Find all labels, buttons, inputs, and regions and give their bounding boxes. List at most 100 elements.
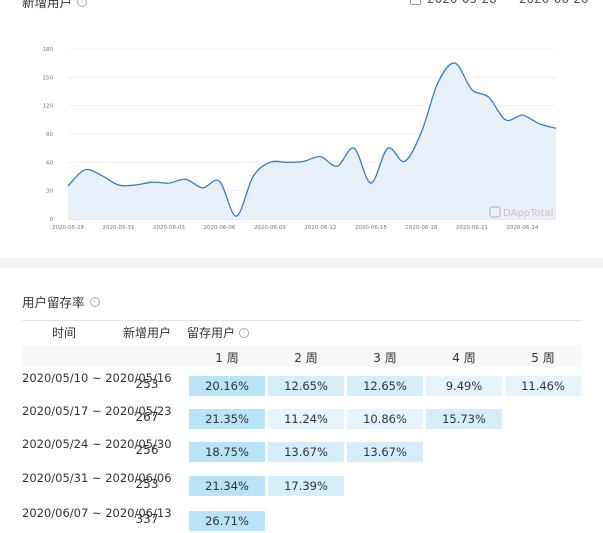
data-point[interactable]: [350, 144, 358, 152]
data-point[interactable]: [367, 179, 375, 187]
y-tick-label: 90: [46, 132, 53, 138]
date-range-picker[interactable]: 2020-05-28 ~ 2020-06-26: [410, 0, 589, 6]
new-users-card: 新增用户 i 2020-05-28 ~ 2020-06-26 0 30 60 90 12…: [0, 0, 603, 258]
new-users-title-text: 新增用户: [22, 0, 73, 10]
data-point[interactable]: [182, 175, 190, 183]
date-separator: ~: [503, 0, 513, 6]
data-point[interactable]: [518, 111, 526, 119]
data-point[interactable]: [199, 184, 207, 192]
svg-text:DAppTotal: DAppTotal: [503, 208, 553, 219]
row-new-users: 337: [135, 512, 159, 526]
row-date-range: 2020/06/07 ~ 2020/06/13: [22, 506, 172, 520]
y-tick-label: 0: [50, 217, 54, 223]
header-new-users: 新增用户: [123, 326, 172, 340]
data-point[interactable]: [215, 177, 223, 185]
retention-rate-cell: 20.16%: [189, 376, 265, 396]
retention-rate-cell: 12.65%: [268, 376, 344, 396]
new-users-title: 新增用户 i: [22, 0, 88, 11]
x-tick-label: 2020-06-03: [153, 225, 185, 231]
table-header: 时间 新增用户 留存用户 i: [22, 320, 582, 343]
data-point[interactable]: [283, 158, 291, 166]
y-tick-label: 150: [43, 75, 54, 81]
data-point[interactable]: [81, 166, 89, 174]
retention-rate-cell: 15.73%: [426, 409, 502, 429]
data-point[interactable]: [401, 157, 409, 165]
x-tick-label: 2020-06-21: [456, 225, 488, 231]
data-point[interactable]: [417, 128, 425, 136]
retention-rate-cell: 11.24%: [268, 409, 344, 429]
data-point[interactable]: [249, 173, 257, 181]
retention-rate-cell: 21.35%: [189, 409, 265, 429]
data-point[interactable]: [114, 181, 122, 189]
retention-rate-cell: 21.34%: [189, 476, 265, 496]
retention-rate-cell: 13.67%: [268, 442, 344, 462]
watermark-logo: DAppTotal: [489, 206, 553, 219]
retention-title-text: 用户留存率: [22, 295, 85, 310]
data-point[interactable]: [552, 124, 560, 132]
row-date-range: 2020/05/24 ~ 2020/05/30: [22, 437, 172, 451]
row-new-users: 253: [135, 477, 159, 491]
new-users-chart: 0 30 60 90 120 150 180 2020-05-28 2020-05-31 2020…: [43, 47, 560, 231]
retention-rate-cell: 12.65%: [347, 376, 423, 396]
week-header: 1 周: [215, 351, 239, 365]
info-icon[interactable]: i: [77, 0, 88, 7]
header-retained: 留存用户 i: [187, 324, 250, 341]
x-tick-label: 2020-05-31: [102, 225, 134, 231]
data-point[interactable]: [316, 153, 324, 161]
row-new-users: 267: [135, 410, 159, 424]
data-point[interactable]: [434, 78, 442, 86]
week-header: 5 周: [531, 351, 555, 365]
data-point[interactable]: [384, 144, 392, 152]
week-header: 4 周: [452, 351, 476, 365]
weeks-header-row: 1 周 2 周 3 周 4 周 5 周: [22, 345, 582, 367]
y-tick-label: 60: [46, 160, 53, 166]
retention-rate-cell: 17.39%: [268, 476, 344, 496]
x-tick-label: 2020-06-24: [506, 225, 538, 231]
data-point[interactable]: [232, 212, 240, 220]
calendar-icon: [410, 0, 421, 5]
data-point[interactable]: [131, 181, 139, 189]
series-area: [68, 63, 556, 219]
data-point[interactable]: [98, 172, 106, 180]
retention-rate-cell: 26.71%: [189, 511, 265, 531]
y-tick-label: 120: [43, 104, 54, 110]
x-tick-label: 2020-06-06: [203, 225, 235, 231]
row-date-range: 2020/05/31 ~ 2020/06/06: [22, 471, 172, 485]
retention-title: 用户留存率 i: [22, 292, 100, 311]
header-retained-text: 留存用户: [187, 326, 236, 340]
date-start: 2020-05-28: [427, 0, 497, 6]
retention-rate-cell: 10.86%: [347, 409, 423, 429]
info-icon[interactable]: i: [239, 327, 250, 338]
header-time: 时间: [52, 326, 77, 340]
week-header: 3 周: [373, 351, 397, 365]
x-tick-label: 2020-06-12: [304, 225, 336, 231]
data-point[interactable]: [468, 86, 476, 94]
row-date-range: 2020/05/17 ~ 2020/05/23: [22, 404, 172, 418]
x-tick-label: 2020-06-18: [405, 225, 437, 231]
data-point[interactable]: [266, 158, 274, 166]
row-date-range: 2020/05/10 ~ 2020/05/16: [22, 371, 172, 385]
data-point[interactable]: [333, 162, 341, 170]
data-point[interactable]: [165, 179, 173, 187]
retention-rate-cell: 13.67%: [347, 442, 423, 462]
y-tick-label: 180: [43, 47, 54, 53]
data-point[interactable]: [300, 157, 308, 165]
data-point[interactable]: [535, 120, 543, 128]
retention-rate-cell: 11.46%: [505, 376, 581, 396]
date-end: 2020-06-26: [519, 0, 589, 6]
info-icon[interactable]: i: [89, 296, 100, 307]
x-tick-label: 2020-05-28: [52, 225, 84, 231]
data-point[interactable]: [485, 93, 493, 101]
data-point[interactable]: [148, 178, 156, 186]
retention-rate-cell: 18.75%: [189, 442, 265, 462]
series-line[interactable]: [67, 62, 557, 217]
week-header: 2 周: [294, 351, 318, 365]
retention-rate-cell: 9.49%: [426, 376, 502, 396]
row-new-users: 256: [135, 443, 159, 457]
data-point[interactable]: [502, 116, 510, 124]
x-tick-label: 2020-06-15: [355, 225, 387, 231]
y-tick-label: 30: [46, 189, 53, 195]
data-point[interactable]: [64, 182, 72, 190]
data-point[interactable]: [451, 59, 459, 67]
row-new-users: 253: [135, 377, 159, 391]
